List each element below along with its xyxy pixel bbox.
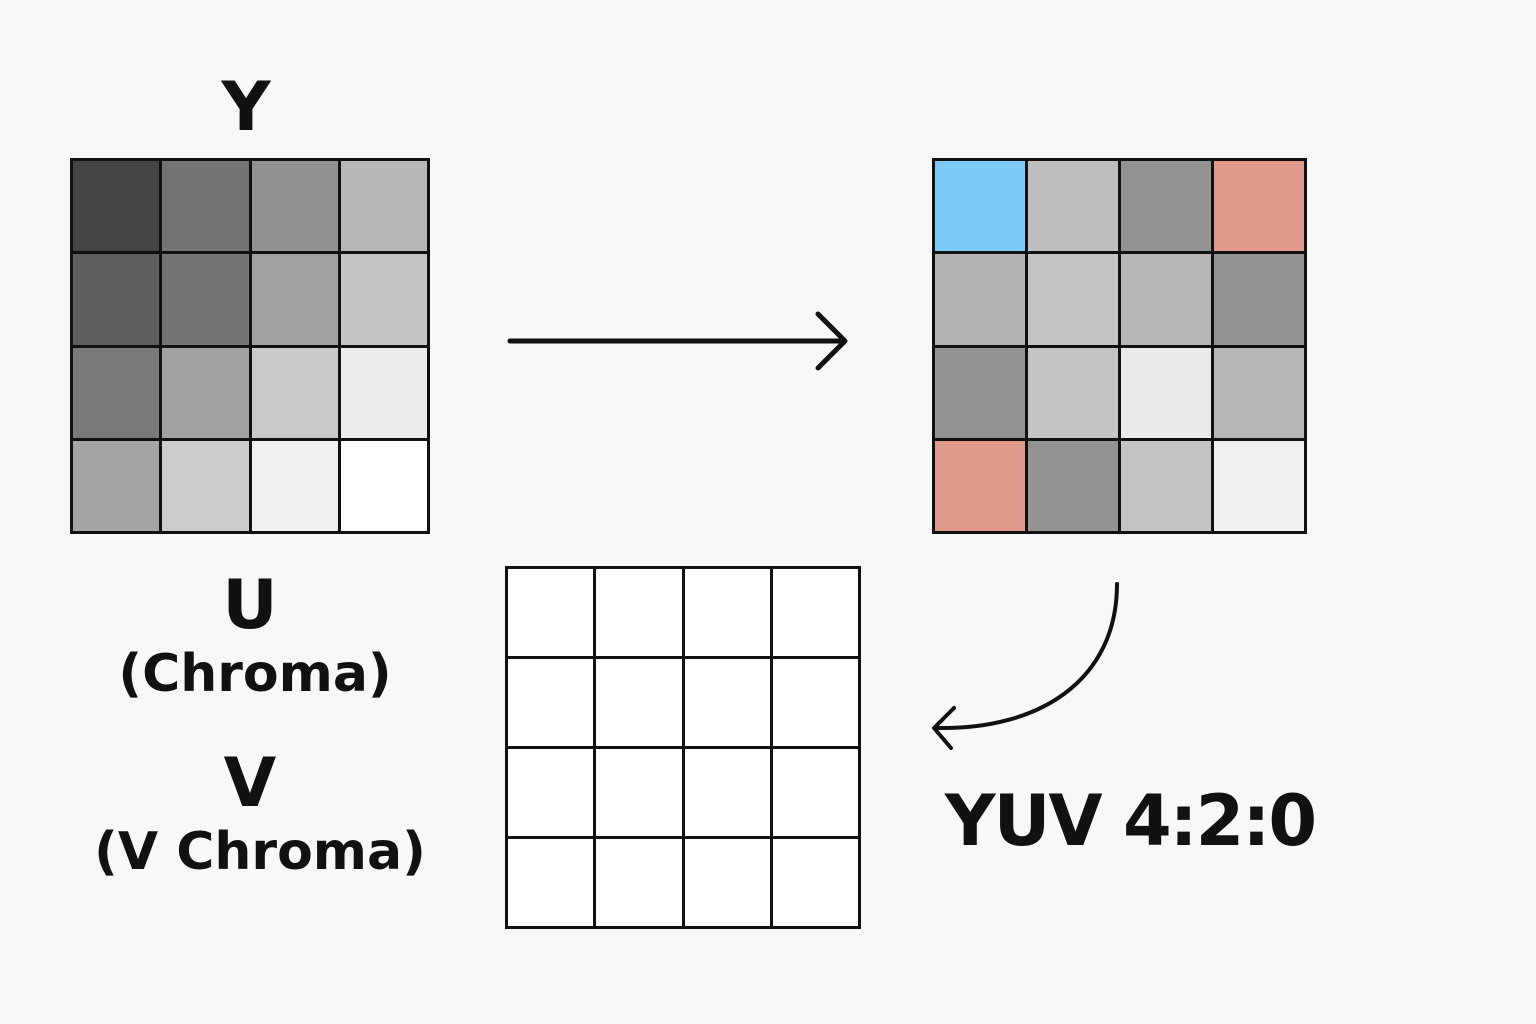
- grid-cell: [935, 440, 1025, 531]
- grid-cell: [684, 659, 770, 746]
- grid-cell: [935, 347, 1025, 438]
- grid-cell: [935, 161, 1025, 252]
- grid-cell: [340, 161, 427, 252]
- curved-arrow-icon: [932, 582, 1119, 750]
- grid-cell: [1214, 440, 1304, 531]
- grid-cell: [162, 347, 249, 438]
- grid-cell: [596, 659, 682, 746]
- grid-cell: [772, 659, 858, 746]
- grid-cell: [684, 749, 770, 836]
- v-plane-label: V: [223, 744, 277, 823]
- grid-cell: [772, 749, 858, 836]
- grid-cell: [508, 659, 594, 746]
- grid-cell: [1214, 254, 1304, 345]
- grid-cell: [596, 839, 682, 926]
- grid-cell: [162, 161, 249, 252]
- chroma-plane-grid: [505, 566, 861, 929]
- grid-cell: [340, 440, 427, 531]
- grid-cell: [340, 254, 427, 345]
- grid-cell: [73, 254, 160, 345]
- grid-cell: [1121, 254, 1211, 345]
- grid-cell: [772, 569, 858, 656]
- u-plane-label: U: [222, 566, 278, 645]
- grid-cell: [1121, 440, 1211, 531]
- grid-cell: [1214, 347, 1304, 438]
- grid-cell: [1028, 161, 1118, 252]
- grid-cell: [251, 440, 338, 531]
- grid-cell: [508, 749, 594, 836]
- grid-cell: [684, 569, 770, 656]
- v-plane-sublabel: (V Chroma): [94, 822, 426, 882]
- grid-cell: [508, 839, 594, 926]
- grid-cell: [935, 254, 1025, 345]
- right-arrow-icon: [507, 311, 848, 371]
- grid-cell: [1214, 161, 1304, 252]
- y-plane-label: Y: [221, 68, 271, 147]
- grid-cell: [251, 347, 338, 438]
- grid-cell: [596, 749, 682, 836]
- grid-cell: [73, 161, 160, 252]
- grid-cell: [340, 347, 427, 438]
- grid-cell: [251, 161, 338, 252]
- grid-cell: [73, 347, 160, 438]
- yuv-output-grid: [932, 158, 1307, 534]
- y-plane-grid: [70, 158, 430, 534]
- grid-cell: [1121, 347, 1211, 438]
- grid-cell: [1028, 254, 1118, 345]
- grid-cell: [1121, 161, 1211, 252]
- grid-cell: [162, 254, 249, 345]
- grid-cell: [508, 569, 594, 656]
- grid-cell: [1028, 347, 1118, 438]
- grid-cell: [162, 440, 249, 531]
- format-label: YUV 4:2:0: [944, 780, 1317, 862]
- grid-cell: [772, 839, 858, 926]
- u-plane-sublabel: (Chroma): [118, 644, 392, 704]
- grid-cell: [251, 254, 338, 345]
- grid-cell: [1028, 440, 1118, 531]
- grid-cell: [596, 569, 682, 656]
- grid-cell: [684, 839, 770, 926]
- grid-cell: [73, 440, 160, 531]
